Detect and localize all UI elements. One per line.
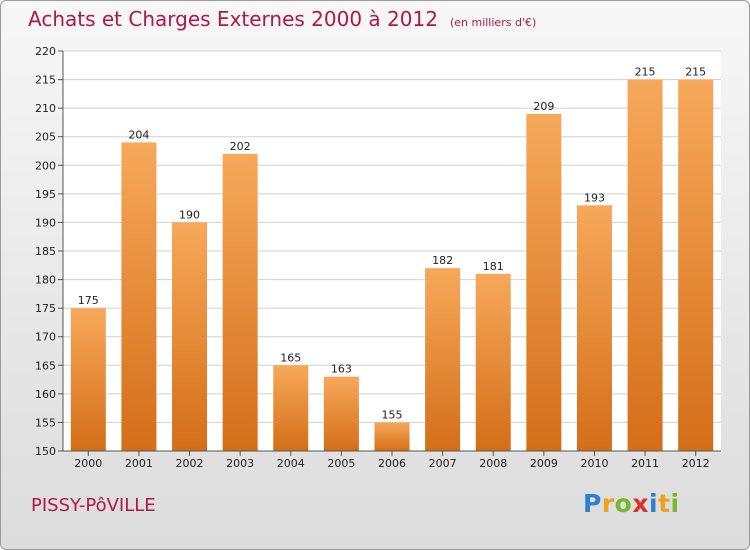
x-tick-label-2001: 2001 <box>125 457 153 470</box>
location-name: PISSY-PôVILLE <box>31 495 156 516</box>
logo-letter: i <box>649 489 659 518</box>
x-tick-label-2004: 2004 <box>277 457 305 470</box>
proxiti-logo: Proxiti <box>583 489 680 518</box>
data-label-2001: 204 <box>128 128 149 141</box>
logo-letter: P <box>583 489 602 518</box>
data-label-2008: 181 <box>483 260 504 273</box>
y-tick-label: 160 <box>35 388 56 401</box>
x-axis-ticks: 2000 2001 2002 2003 2004 2005 2006 2007 2008 2009… <box>74 451 710 470</box>
logo-letter: i <box>670 489 680 518</box>
x-tick-label-2012: 2012 <box>682 457 710 470</box>
data-label-2002: 190 <box>179 208 200 221</box>
bar-2007 <box>425 268 461 451</box>
y-tick-label: 170 <box>35 331 56 344</box>
chart-subtitle: (en milliers d'€) <box>449 16 537 29</box>
data-label-2005: 163 <box>331 363 352 376</box>
x-tick-label-2008: 2008 <box>479 457 507 470</box>
data-label-2007: 182 <box>432 254 453 267</box>
logo-letter: x <box>632 489 649 518</box>
x-tick-label-2011: 2011 <box>631 457 659 470</box>
data-labels: 175 204 190 202 165 163 155 182 181 209 193 215 215 <box>78 66 706 422</box>
x-tick-label-2007: 2007 <box>429 457 457 470</box>
y-axis-ticks: 150 155 160 165 170 175 180 185 190 195 200 205 210 2… <box>35 45 63 458</box>
bar-2003 <box>222 153 258 451</box>
y-tick-label: 210 <box>35 102 56 115</box>
bar-2006 <box>374 422 410 451</box>
x-tick-label-2010: 2010 <box>580 457 608 470</box>
y-tick-label: 185 <box>35 245 56 258</box>
logo-letter: r <box>601 489 615 518</box>
data-label-2009: 209 <box>533 100 554 113</box>
bar-2010 <box>576 205 612 451</box>
bars <box>70 79 714 452</box>
bar-2011 <box>627 79 663 452</box>
data-label-2004: 165 <box>280 351 301 364</box>
title-row: Achats et Charges Externes 2000 à 2012 (… <box>28 7 536 31</box>
x-tick-label-2009: 2009 <box>530 457 558 470</box>
x-tick-label-2006: 2006 <box>378 457 406 470</box>
bar-2004 <box>273 365 309 451</box>
bar-2000 <box>70 308 106 451</box>
y-tick-label: 205 <box>35 131 56 144</box>
y-tick-label: 155 <box>35 416 56 429</box>
x-tick-label-2002: 2002 <box>176 457 204 470</box>
data-label-2010: 193 <box>584 191 605 204</box>
x-tick-label-2003: 2003 <box>226 457 254 470</box>
bar-2005 <box>323 376 359 451</box>
data-label-2000: 175 <box>78 294 99 307</box>
y-tick-label: 215 <box>35 74 56 87</box>
y-tick-label: 180 <box>35 274 56 287</box>
logo-letter: o <box>614 489 633 518</box>
y-tick-label: 195 <box>35 188 56 201</box>
y-tick-label: 220 <box>35 45 56 58</box>
data-label-2011: 215 <box>635 66 656 79</box>
y-tick-label: 165 <box>35 359 56 372</box>
data-label-2006: 155 <box>382 408 403 421</box>
logo-letter: t <box>658 489 671 518</box>
data-label-2003: 202 <box>230 140 251 153</box>
bar-2009 <box>526 113 562 451</box>
bar-2002 <box>172 222 208 451</box>
y-tick-label: 150 <box>35 445 56 458</box>
x-tick-label-2005: 2005 <box>327 457 355 470</box>
y-tick-label: 190 <box>35 216 56 229</box>
data-label-2012: 215 <box>685 66 706 79</box>
y-tick-label: 175 <box>35 302 56 315</box>
bar-2008 <box>475 273 511 451</box>
chart-title: Achats et Charges Externes 2000 à 2012 <box>28 7 438 31</box>
bar-2012 <box>678 79 714 452</box>
x-tick-label-2000: 2000 <box>74 457 102 470</box>
y-tick-label: 200 <box>35 159 56 172</box>
bar-2001 <box>121 142 157 451</box>
